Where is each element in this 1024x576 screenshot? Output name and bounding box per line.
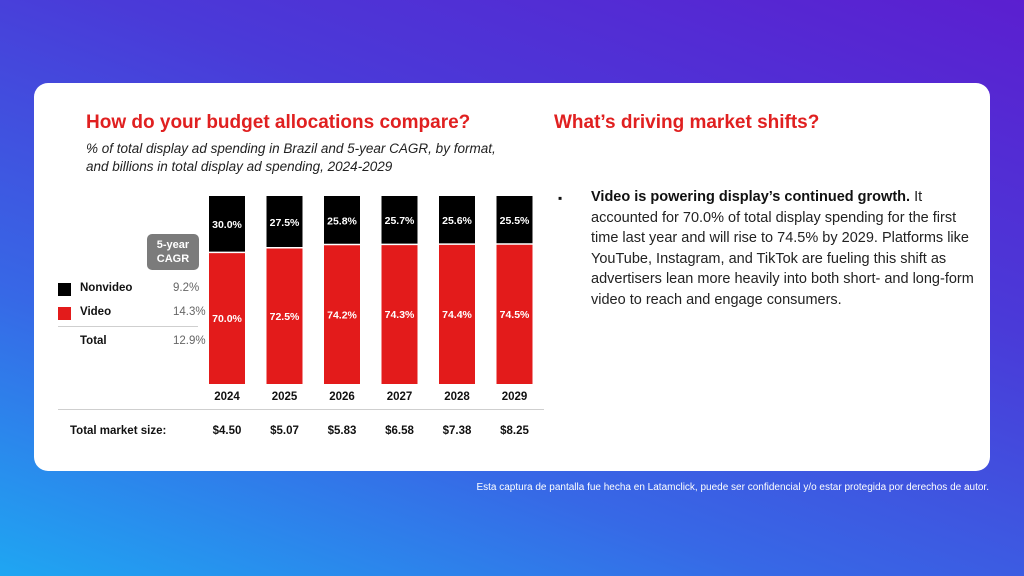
bullet-body: It accounted for 70.0% of total display …	[591, 189, 974, 308]
data-label-video-2029: 74.5%	[500, 309, 530, 321]
bullet-text: Video is powering display’s continued gr…	[591, 187, 981, 310]
market-size-value-2026: $5.83	[328, 425, 357, 437]
right-panel-title: What’s driving market shifts?	[554, 112, 820, 133]
legend-swatch-video	[58, 307, 71, 320]
market-size-value-2024: $4.50	[213, 425, 242, 437]
market-size-label: Total market size:	[70, 425, 166, 437]
stacked-bar-chart: 70.0% 30.0% 2024 $4.50 72.5% 27.5% 2025 $5.07 74…	[70, 196, 533, 437]
legend-cagr-value: 9.2%	[173, 282, 200, 294]
footer-disclaimer: Esta captura de pantalla fue hecha en La…	[476, 482, 989, 493]
data-label-nonvideo-2024: 30.0%	[212, 219, 242, 231]
data-label-nonvideo-2029: 25.5%	[500, 215, 530, 227]
bar-video-2029	[496, 243, 533, 384]
x-tick-label-2026: 2026	[329, 391, 355, 403]
chart-subtitle: % of total display ad spending in Brazil…	[86, 141, 496, 174]
data-label-nonvideo-2027: 25.7%	[385, 215, 415, 227]
data-label-video-2024: 70.0%	[212, 313, 242, 325]
bar-nonvideo-2026	[324, 196, 360, 245]
data-label-nonvideo-2026: 25.8%	[327, 215, 357, 227]
x-tick-label-2024: 2024	[214, 391, 240, 403]
legend-label: Video	[80, 306, 112, 318]
x-tick-label-2028: 2028	[444, 391, 470, 403]
market-size-value-2027: $6.58	[385, 425, 414, 437]
bar-nonvideo-2028	[439, 196, 475, 245]
legend-cagr-value: 12.9%	[173, 335, 206, 347]
market-size-value-2029: $8.25	[500, 425, 529, 437]
cagr-badge: 5-year CAGR	[147, 234, 199, 270]
data-label-video-2026: 74.2%	[327, 309, 357, 321]
market-size-value-2025: $5.07	[270, 425, 299, 437]
bar-nonvideo-2029	[496, 196, 533, 244]
data-label-video-2027: 74.3%	[385, 309, 415, 321]
data-label-nonvideo-2028: 25.6%	[442, 215, 472, 227]
cagr-badge-line-2: CAGR	[156, 253, 190, 265]
legend-label: Nonvideo	[80, 282, 133, 294]
bar-nonvideo-2025	[266, 196, 303, 248]
legend-divider	[58, 326, 198, 327]
x-tick-label-2029: 2029	[502, 391, 528, 403]
bullet-bold-heading: Video is powering display’s continued gr…	[591, 189, 911, 205]
x-tick-label-2025: 2025	[272, 391, 298, 403]
market-size-value-2028: $7.38	[443, 425, 472, 437]
left-panel-title: How do your budget allocations compare?	[86, 112, 471, 133]
market-size-divider	[58, 409, 544, 410]
data-label-video-2025: 72.5%	[270, 311, 300, 323]
slide-card: How do your budget allocations compare? …	[34, 83, 990, 471]
data-label-nonvideo-2025: 27.5%	[270, 217, 300, 229]
square-bullet-icon: ▪	[558, 191, 563, 205]
bar-video-2027	[381, 244, 418, 384]
legend-swatch-nonvideo	[58, 283, 71, 296]
legend-label: Total	[80, 335, 107, 347]
bar-video-2026	[324, 244, 360, 384]
bar-nonvideo-2027	[381, 196, 418, 245]
bar-video-2025	[266, 247, 303, 384]
cagr-badge-line-1: 5-year	[156, 239, 190, 251]
x-tick-label-2027: 2027	[387, 391, 413, 403]
data-label-video-2028: 74.4%	[442, 309, 472, 321]
legend-cagr-value: 14.3%	[173, 306, 206, 318]
bar-video-2024	[209, 252, 245, 384]
bar-video-2028	[439, 244, 475, 384]
bar-nonvideo-2024	[209, 196, 245, 253]
